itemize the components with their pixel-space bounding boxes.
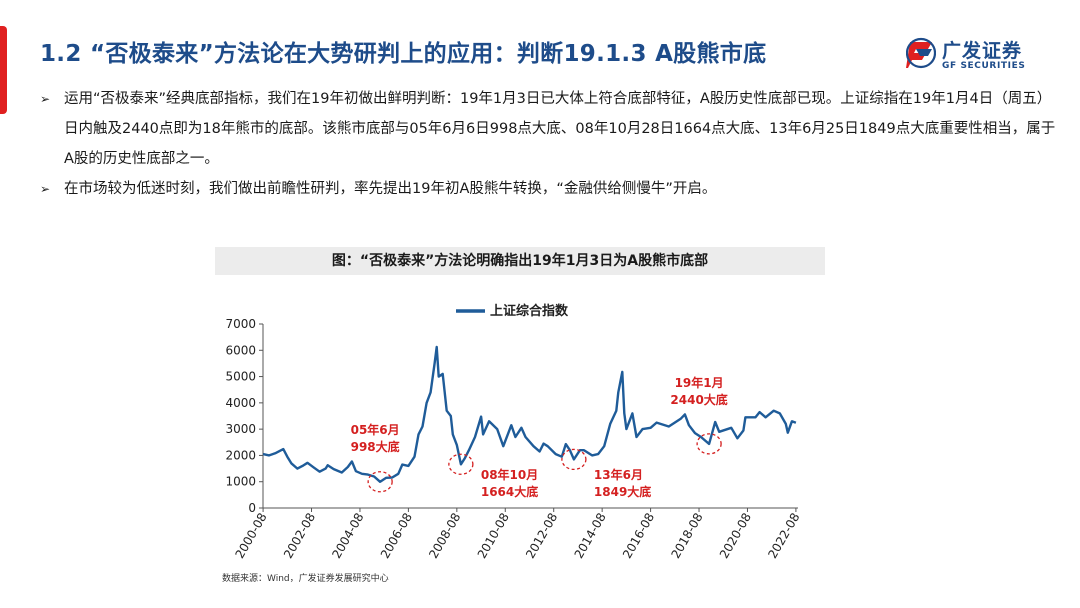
data-source: 数据来源：Wind，广发证券发展研究中心	[222, 574, 389, 584]
bullet-list: ➢ 运用“否极泰来”经典底部指标，我们在19年初做出鲜明判断：19年1月3日已大…	[40, 84, 1060, 204]
gf-logo-icon	[906, 37, 936, 69]
bottom-marker-circle	[448, 453, 474, 475]
bottom-annotation-label: 13年6月	[594, 467, 643, 482]
bullet-text: 运用“否极泰来”经典底部指标，我们在19年初做出鲜明判断：19年1月3日已大体上…	[64, 91, 1056, 167]
y-tick-label: 7000	[225, 317, 256, 331]
bottom-annotation-label: 1664大底	[481, 484, 538, 499]
bottom-annotation-label: 2440大底	[670, 392, 727, 407]
x-tick-label: 2008-08	[426, 511, 463, 561]
x-tick-label: 2006-08	[378, 511, 415, 561]
gf-securities-logo: 广发证券 GF SECURITIES	[906, 36, 1046, 76]
bottom-annotation-label: 08年10月	[481, 467, 538, 482]
x-tick-label: 2014-08	[572, 511, 609, 561]
bullet-item: ➢ 在市场较为低迷时刻，我们做出前瞻性研判，率先提出19年初A股熊牛转换，“金融…	[40, 174, 1060, 204]
legend-label: 上证综合指数	[490, 303, 569, 319]
bottom-annotation-label: 05年6月	[351, 422, 400, 437]
y-tick-label: 1000	[225, 475, 256, 489]
y-tick-label: 4000	[225, 396, 256, 410]
chart-title: 图：“否极泰来”方法论明确指出19年1月3日为A股熊市底部	[215, 247, 825, 275]
x-tick-label: 2004-08	[329, 511, 366, 561]
x-tick-label: 2022-08	[765, 511, 802, 561]
x-tick-label: 2020-08	[717, 511, 754, 561]
arrow-bullet-icon: ➢	[40, 92, 51, 106]
logo-cn-text: 广发证券	[942, 40, 1023, 62]
x-tick-label: 2002-08	[281, 511, 318, 561]
x-tick-label: 2000-08	[232, 511, 269, 561]
x-tick-label: 2010-08	[475, 511, 512, 561]
bottom-annotation-label: 1849大底	[594, 484, 651, 499]
y-tick-label: 0	[248, 501, 256, 515]
logo-en-text: GF SECURITIES	[942, 61, 1026, 71]
y-tick-label: 3000	[225, 422, 256, 436]
x-tick-label: 2018-08	[668, 511, 705, 561]
x-tick-label: 2012-08	[523, 511, 560, 561]
bullet-item: ➢ 运用“否极泰来”经典底部指标，我们在19年初做出鲜明判断：19年1月3日已大…	[40, 84, 1060, 174]
bottom-annotation-label: 998大底	[351, 439, 400, 454]
arrow-bullet-icon: ➢	[40, 182, 51, 196]
x-tick-label: 2016-08	[620, 511, 657, 561]
line-chart: 0 1000 2000 3000 4000 5000 6000 7000 2000-08 2002…	[225, 303, 802, 561]
bottom-marker-circle	[696, 433, 722, 455]
bottom-annotation-label: 19年1月	[675, 375, 724, 390]
y-tick-label: 2000	[225, 448, 256, 462]
accent-bar	[0, 26, 7, 114]
y-tick-label: 5000	[225, 370, 256, 384]
slide-title: 1.2 “否极泰来”方法论在大势研判上的应用：判断19.1.3 A股熊市底	[40, 41, 767, 67]
bullet-text: 在市场较为低迷时刻，我们做出前瞻性研判，率先提出19年初A股熊牛转换，“金融供给…	[64, 181, 717, 197]
bottom-marker-circle	[561, 448, 587, 471]
y-tick-label: 6000	[225, 343, 256, 357]
bottom-marker-circle	[367, 471, 393, 493]
series-line-shanghai-composite	[262, 345, 797, 483]
